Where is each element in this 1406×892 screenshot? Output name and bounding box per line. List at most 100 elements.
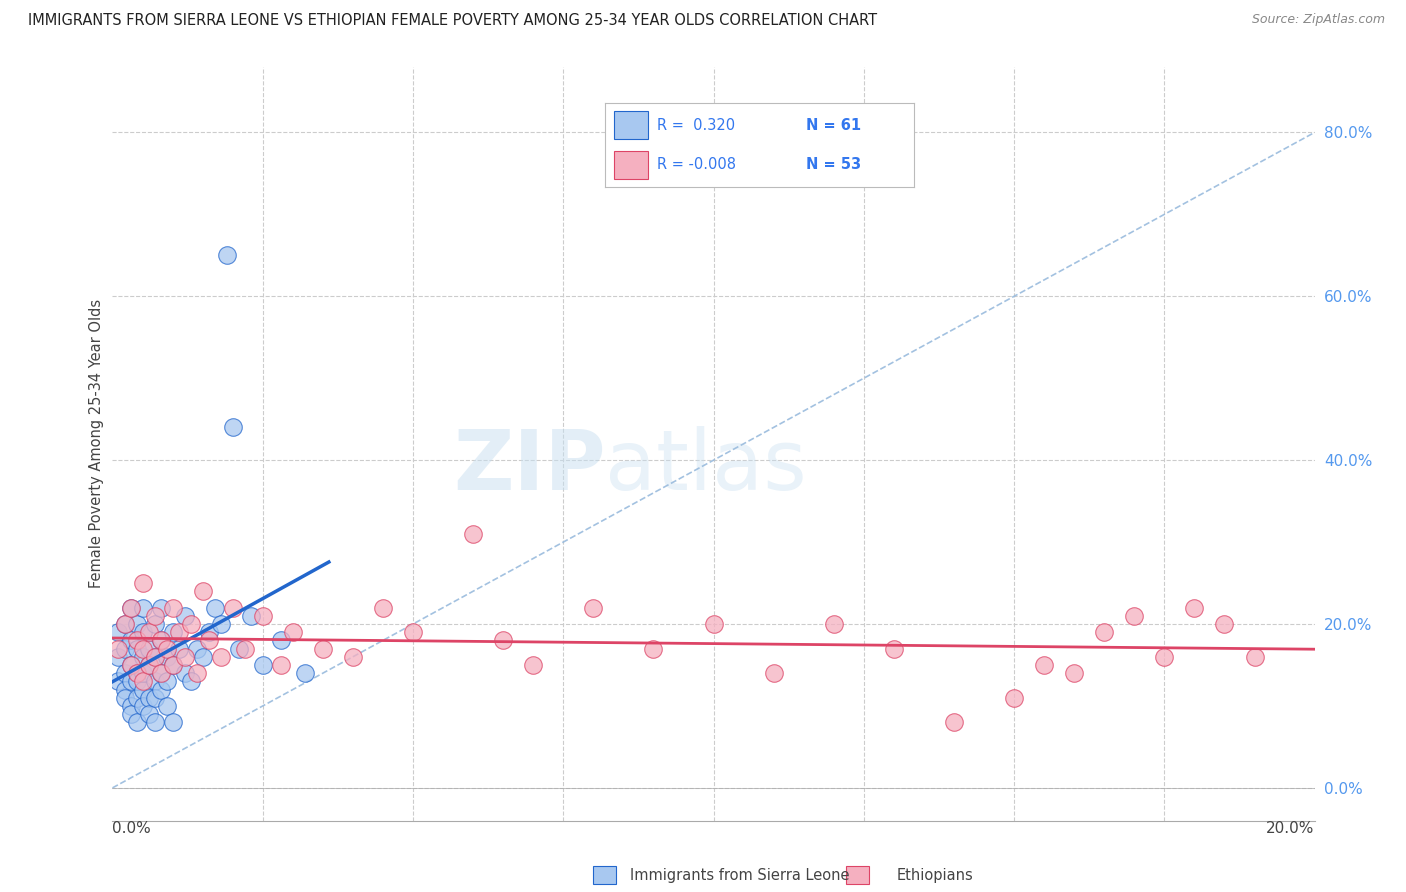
Point: [120, 698, 142, 713]
Point: [120, 707, 142, 722]
Point: [643, 641, 665, 656]
Point: [131, 649, 153, 664]
Point: [125, 641, 148, 656]
Point: [155, 649, 177, 664]
Point: [143, 715, 166, 730]
Point: [131, 625, 153, 640]
Point: [143, 608, 166, 623]
Point: [402, 625, 425, 640]
Point: [186, 666, 208, 681]
Point: [173, 649, 195, 664]
Text: Source: ZipAtlas.com: Source: ZipAtlas.com: [1251, 13, 1385, 27]
Text: atlas: atlas: [606, 425, 807, 507]
Point: [215, 248, 238, 262]
Point: [131, 666, 153, 681]
Point: [167, 625, 190, 640]
Point: [131, 576, 153, 591]
Point: [107, 625, 129, 640]
Point: [138, 707, 160, 722]
Point: [1063, 666, 1085, 681]
Point: [125, 633, 148, 648]
Point: [239, 608, 262, 623]
Point: [143, 674, 166, 689]
Point: [162, 715, 184, 730]
Point: [270, 633, 292, 648]
Point: [143, 617, 166, 632]
Point: [143, 690, 166, 705]
Point: [114, 617, 136, 632]
Point: [138, 690, 160, 705]
Point: [162, 625, 184, 640]
Point: [114, 641, 136, 656]
Point: [125, 617, 148, 632]
Point: [131, 641, 153, 656]
Point: [120, 657, 142, 672]
Point: [270, 657, 292, 672]
Point: [197, 625, 219, 640]
Point: [823, 617, 845, 632]
Point: [461, 527, 484, 541]
Text: ZIP: ZIP: [453, 425, 606, 507]
Point: [522, 657, 544, 672]
Point: [143, 649, 166, 664]
Point: [1092, 625, 1115, 640]
Point: [131, 674, 153, 689]
Point: [162, 600, 184, 615]
Point: [155, 674, 177, 689]
Text: Immigrants from Sierra Leone: Immigrants from Sierra Leone: [630, 869, 849, 883]
Point: [125, 674, 148, 689]
Point: [125, 715, 148, 730]
Point: [107, 649, 129, 664]
Point: [120, 600, 142, 615]
Point: [252, 608, 274, 623]
Point: [162, 657, 184, 672]
Point: [173, 608, 195, 623]
Point: [138, 641, 160, 656]
Point: [131, 698, 153, 713]
Point: [228, 641, 250, 656]
Point: [155, 641, 177, 656]
Point: [582, 600, 605, 615]
Bar: [846, 866, 869, 884]
Text: R = -0.008: R = -0.008: [657, 157, 737, 172]
Point: [120, 633, 142, 648]
Text: Ethiopians: Ethiopians: [897, 869, 974, 883]
Point: [191, 584, 214, 599]
Point: [138, 657, 160, 672]
Point: [1153, 649, 1175, 664]
Point: [149, 633, 172, 648]
Point: [162, 657, 184, 672]
Point: [114, 617, 136, 632]
Point: [342, 649, 364, 664]
Point: [222, 420, 245, 434]
Text: N = 61: N = 61: [806, 118, 860, 133]
Point: [294, 666, 316, 681]
Point: [1243, 649, 1265, 664]
Point: [149, 600, 172, 615]
Point: [186, 641, 208, 656]
Point: [883, 641, 905, 656]
Text: IMMIGRANTS FROM SIERRA LEONE VS ETHIOPIAN FEMALE POVERTY AMONG 25-34 YEAR OLDS C: IMMIGRANTS FROM SIERRA LEONE VS ETHIOPIA…: [28, 13, 877, 29]
Point: [204, 600, 226, 615]
Text: R =  0.320: R = 0.320: [657, 118, 735, 133]
Point: [197, 633, 219, 648]
Point: [120, 674, 142, 689]
Point: [149, 666, 172, 681]
Point: [222, 600, 245, 615]
Point: [191, 649, 214, 664]
Point: [492, 633, 515, 648]
Point: [125, 666, 148, 681]
Point: [371, 600, 394, 615]
Text: N = 53: N = 53: [806, 157, 860, 172]
Point: [180, 617, 202, 632]
Point: [114, 682, 136, 697]
Point: [233, 641, 256, 656]
Point: [107, 674, 129, 689]
Point: [942, 715, 965, 730]
Point: [120, 600, 142, 615]
Point: [131, 600, 153, 615]
Point: [149, 633, 172, 648]
Point: [107, 641, 129, 656]
Point: [114, 666, 136, 681]
Point: [120, 657, 142, 672]
